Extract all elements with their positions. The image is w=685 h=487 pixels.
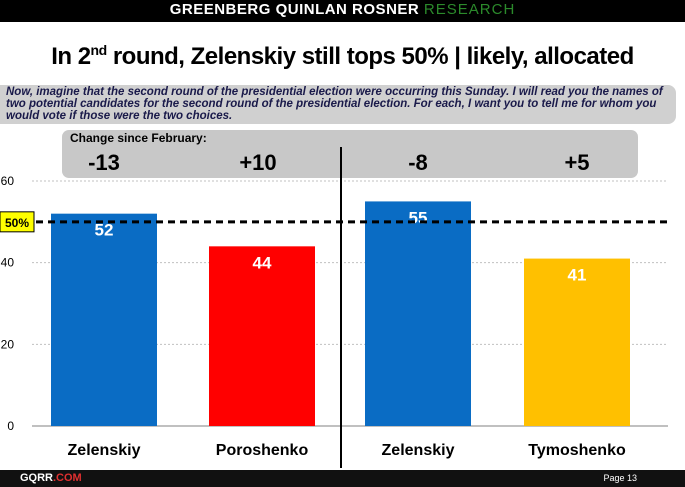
- question-text: Now, imagine that the second round of th…: [0, 85, 676, 124]
- y-tick-label-40: 40: [1, 256, 15, 270]
- brand-accent: RESEARCH: [423, 1, 516, 18]
- y-tick-label-60: 60: [1, 174, 15, 188]
- title-superscript: nd: [90, 42, 108, 58]
- page-number: Page 13: [603, 473, 637, 483]
- brand-name: GREENBERG QUINLAN ROSNER: [169, 1, 420, 18]
- change-panel: [62, 130, 638, 178]
- bar-3: [365, 201, 471, 426]
- title-suffix: round, Zelenskiy still tops 50% | likely…: [106, 43, 634, 70]
- change-value-3: -8: [408, 150, 428, 175]
- change-label: Change since February:: [70, 131, 207, 145]
- bar-value-label-3: 55: [409, 208, 428, 227]
- y-tick-label-0: 0: [7, 419, 14, 433]
- header-bar: GREENBERG QUINLAN ROSNER RESEARCH: [0, 0, 685, 22]
- footer-logo-main: GQRR: [20, 472, 53, 484]
- footer-bar: GQRR.COM Page 13: [0, 470, 685, 487]
- title-prefix: In 2: [51, 43, 91, 70]
- slide-title: In 2nd round, Zelenskiy still tops 50% |…: [0, 42, 685, 71]
- bar-value-label-4: 41: [568, 266, 587, 285]
- category-label-1: Zelenskiy: [68, 442, 141, 459]
- bar-2: [209, 246, 315, 426]
- reference-label-box: [0, 211, 35, 233]
- footer-logo: GQRR.COM: [20, 472, 82, 484]
- bar-value-label-1: 52: [95, 221, 114, 240]
- reference-label: 50%: [5, 216, 29, 230]
- change-value-2: +10: [239, 150, 277, 175]
- bar-chart: 0 20 40 60 52 Zelenskiy 44 Poroshenko 55 Zelenski…: [0, 147, 668, 468]
- bar-1: [51, 213, 157, 426]
- category-label-3: Zelenskiy: [382, 442, 455, 459]
- category-label-2: Poroshenko: [216, 442, 309, 459]
- category-label-4: Tymoshenko: [528, 442, 626, 459]
- change-value-1: -13: [88, 150, 120, 175]
- bar-value-label-2: 44: [253, 253, 272, 272]
- y-tick-label-20: 20: [1, 337, 15, 351]
- change-value-4: +5: [564, 150, 590, 175]
- footer-logo-accent: .COM: [53, 472, 82, 484]
- bar-4: [524, 258, 630, 426]
